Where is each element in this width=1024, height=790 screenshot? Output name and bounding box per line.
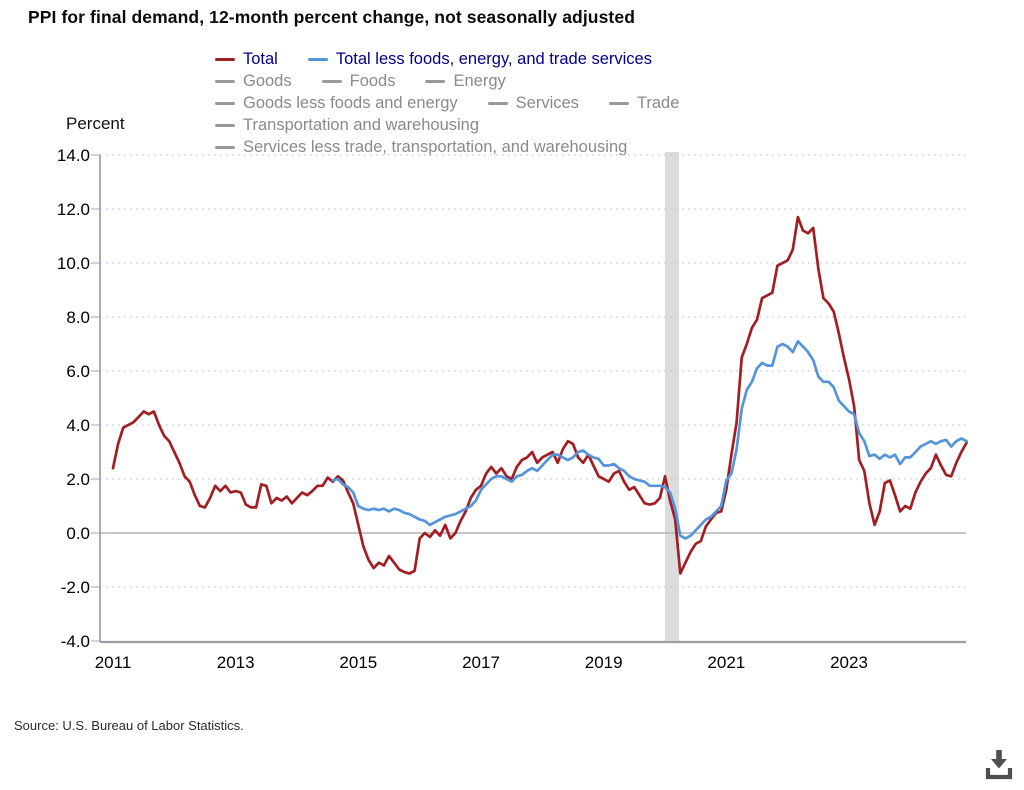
chart-canvas: 14.0 12.0 10.0 8.0 6.0 4.0 2.0 0.0 -2.0 -4.0 2011 2…: [57, 146, 968, 672]
legend-swatch: [321, 79, 342, 83]
y-axis-title: Percent: [66, 114, 125, 133]
chart-title: PPI for final demand, 12-month percent c…: [28, 7, 635, 27]
legend-item-goods[interactable]: Goods: [215, 72, 292, 91]
y-tick-label: 8.0: [66, 308, 90, 327]
legend-swatch: [215, 101, 235, 105]
legend-item-services-less-trade-transportation-and-warehousing[interactable]: Services less trade, transportation, and…: [215, 138, 627, 157]
legend-label: Foods: [349, 71, 396, 90]
legend-swatch: [307, 57, 328, 61]
legend-label: Goods: [243, 71, 292, 90]
legend-row-1: Total Total less foods, energy, and trade…: [215, 48, 679, 70]
y-tick-label: 10.0: [57, 254, 90, 273]
x-tick-label: 2023: [830, 653, 868, 672]
legend-swatch: [215, 79, 235, 83]
x-tick-label: 2013: [217, 653, 255, 672]
legend-item-foods[interactable]: Foods: [321, 71, 396, 91]
legend-label: Total: [243, 49, 278, 68]
legend-swatch: [487, 101, 508, 105]
x-tick-label: 2011: [95, 653, 132, 672]
legend-label: Transportation and warehousing: [243, 115, 480, 134]
y-tick-label: -4.0: [61, 632, 90, 651]
legend-swatch: [215, 123, 235, 127]
legend-label: Goods less foods and energy: [243, 93, 458, 112]
download-icon: [985, 750, 1013, 780]
y-tick-label: -2.0: [61, 578, 90, 597]
legend-label: Services less trade, transportation, and…: [243, 137, 628, 156]
download-button[interactable]: [981, 747, 1017, 783]
x-tick-label: 2021: [707, 653, 745, 672]
legend-label: Trade: [636, 93, 680, 112]
legend-item-energy[interactable]: Energy: [425, 71, 506, 91]
legend-label: Services: [515, 93, 579, 112]
legend-item-services[interactable]: Services: [487, 93, 579, 113]
legend: Total Total less foods, energy, and trade…: [215, 48, 679, 158]
legend-row-2: Goods Foods Energy: [215, 70, 679, 92]
legend-label: Total less foods, energy, and trade serv…: [335, 49, 652, 68]
source-note: Source: U.S. Bureau of Labor Statistics.: [14, 718, 244, 733]
legend-item-trade[interactable]: Trade: [608, 93, 680, 113]
legend-swatch: [215, 145, 235, 149]
y-tick-label: 12.0: [57, 200, 90, 219]
legend-label: Energy: [453, 71, 506, 90]
recession-band: [665, 152, 680, 641]
y-tick-label: 0.0: [66, 524, 90, 543]
legend-row-5: Services less trade, transportation, and…: [215, 136, 679, 158]
x-tick-label: 2017: [462, 653, 500, 672]
y-tick-label: 14.0: [57, 146, 90, 165]
legend-swatch: [425, 79, 446, 83]
legend-swatch: [215, 57, 235, 61]
legend-swatch: [608, 101, 629, 105]
x-tick-label: 2019: [585, 653, 623, 672]
series-line-total-less-foods-energy-and-trade-services[interactable]: [331, 339, 968, 540]
y-tick-label: 2.0: [66, 470, 90, 489]
series-line-total[interactable]: [111, 215, 968, 575]
legend-item-total-less-foods-energy-and-trade-services[interactable]: Total less foods, energy, and trade serv…: [307, 49, 652, 69]
x-tick-label: 2015: [339, 653, 377, 672]
y-tick-label: 4.0: [66, 416, 90, 435]
legend-item-transportation-and-warehousing[interactable]: Transportation and warehousing: [215, 116, 479, 135]
legend-item-total[interactable]: Total: [215, 50, 278, 69]
legend-row-4: Transportation and warehousing: [215, 114, 679, 136]
legend-row-3: Goods less foods and energy Services Trade: [215, 92, 679, 114]
legend-item-goods-less-foods-and-energy[interactable]: Goods less foods and energy: [215, 94, 458, 113]
y-tick-label: 6.0: [66, 362, 90, 381]
